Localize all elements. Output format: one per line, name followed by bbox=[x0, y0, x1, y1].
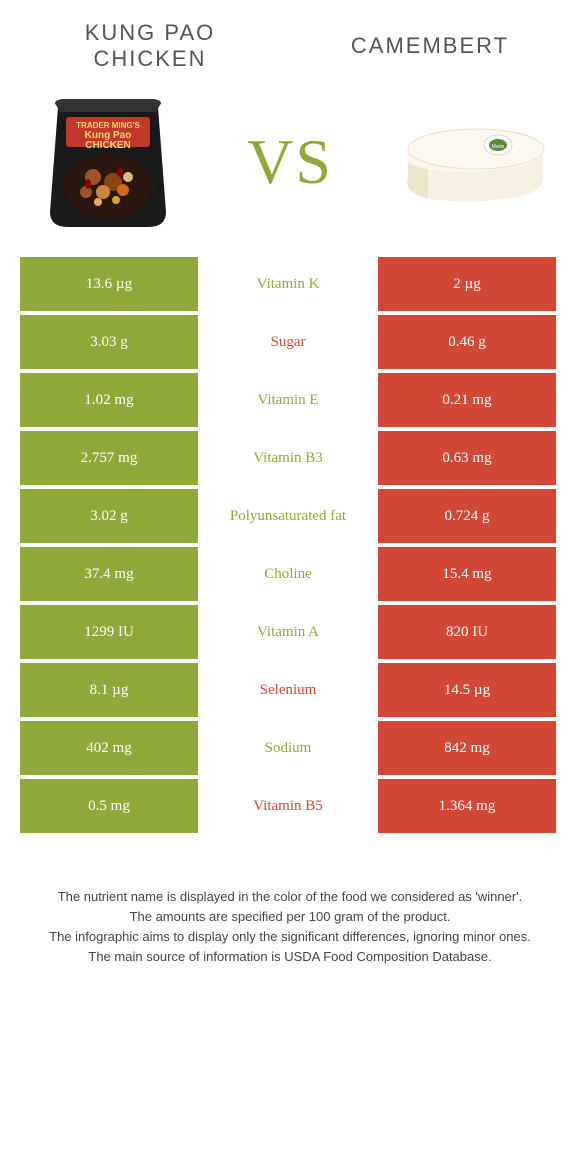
nutrient-name-cell: Vitamin K bbox=[202, 257, 374, 311]
left-value-cell: 0.5 mg bbox=[20, 779, 198, 833]
right-value-cell: 15.4 mg bbox=[378, 547, 556, 601]
table-row: 3.02 gPolyunsaturated fat0.724 g bbox=[20, 489, 560, 543]
right-value-cell: 0.46 g bbox=[378, 315, 556, 369]
nutrient-name-cell: Vitamin E bbox=[202, 373, 374, 427]
left-value-cell: 3.02 g bbox=[20, 489, 198, 543]
right-value-cell: 842 mg bbox=[378, 721, 556, 775]
left-value-cell: 3.03 g bbox=[20, 315, 198, 369]
vs-label: VS bbox=[247, 125, 333, 199]
left-value-cell: 402 mg bbox=[20, 721, 198, 775]
left-value-cell: 2.757 mg bbox=[20, 431, 198, 485]
footer-line: The infographic aims to display only the… bbox=[35, 927, 545, 947]
left-value-cell: 1.02 mg bbox=[20, 373, 198, 427]
left-food-title: Kung Pao chicken bbox=[30, 20, 270, 72]
left-value-cell: 1299 IU bbox=[20, 605, 198, 659]
table-row: 0.5 mgVitamin B51.364 mg bbox=[20, 779, 560, 833]
svg-text:Marie: Marie bbox=[491, 144, 504, 150]
right-food-image: Marie bbox=[395, 92, 550, 232]
right-food-title: Camembert bbox=[310, 33, 550, 59]
footer-line: The nutrient name is displayed in the co… bbox=[35, 887, 545, 907]
nutrient-name-cell: Vitamin A bbox=[202, 605, 374, 659]
left-value-cell: 13.6 µg bbox=[20, 257, 198, 311]
nutrient-name-cell: Choline bbox=[202, 547, 374, 601]
nutrient-name-cell: Vitamin B5 bbox=[202, 779, 374, 833]
left-value-cell: 37.4 mg bbox=[20, 547, 198, 601]
nutrient-name-cell: Sugar bbox=[202, 315, 374, 369]
table-row: 1299 IUVitamin A820 IU bbox=[20, 605, 560, 659]
nutrient-name-cell: Polyunsaturated fat bbox=[202, 489, 374, 543]
footer-line: The amounts are specified per 100 gram o… bbox=[35, 907, 545, 927]
left-value-cell: 8.1 µg bbox=[20, 663, 198, 717]
nutrient-name-cell: Selenium bbox=[202, 663, 374, 717]
right-value-cell: 0.724 g bbox=[378, 489, 556, 543]
table-row: 8.1 µgSelenium14.5 µg bbox=[20, 663, 560, 717]
comparison-table: 13.6 µgVitamin K2 µg3.03 gSugar0.46 g1.0… bbox=[20, 257, 560, 833]
right-value-cell: 0.21 mg bbox=[378, 373, 556, 427]
svg-text:CHICKEN: CHICKEN bbox=[85, 140, 131, 151]
footer-line: The main source of information is USDA F… bbox=[35, 947, 545, 967]
nutrient-name-cell: Vitamin B3 bbox=[202, 431, 374, 485]
left-food-image: TRADER MING'S Kung Pao CHICKEN bbox=[30, 92, 185, 232]
right-value-cell: 1.364 mg bbox=[378, 779, 556, 833]
right-value-cell: 820 IU bbox=[378, 605, 556, 659]
images-row: TRADER MING'S Kung Pao CHICKEN VS Marie bbox=[0, 82, 580, 257]
footer-notes: The nutrient name is displayed in the co… bbox=[0, 837, 580, 988]
table-row: 2.757 mgVitamin B30.63 mg bbox=[20, 431, 560, 485]
right-value-cell: 0.63 mg bbox=[378, 431, 556, 485]
table-row: 402 mgSodium842 mg bbox=[20, 721, 560, 775]
header: Kung Pao chicken Camembert bbox=[0, 0, 580, 82]
table-row: 37.4 mgCholine15.4 mg bbox=[20, 547, 560, 601]
nutrient-name-cell: Sodium bbox=[202, 721, 374, 775]
right-value-cell: 14.5 µg bbox=[378, 663, 556, 717]
svg-text:TRADER MING'S: TRADER MING'S bbox=[76, 121, 140, 130]
table-row: 1.02 mgVitamin E0.21 mg bbox=[20, 373, 560, 427]
table-row: 13.6 µgVitamin K2 µg bbox=[20, 257, 560, 311]
table-row: 3.03 gSugar0.46 g bbox=[20, 315, 560, 369]
right-value-cell: 2 µg bbox=[378, 257, 556, 311]
